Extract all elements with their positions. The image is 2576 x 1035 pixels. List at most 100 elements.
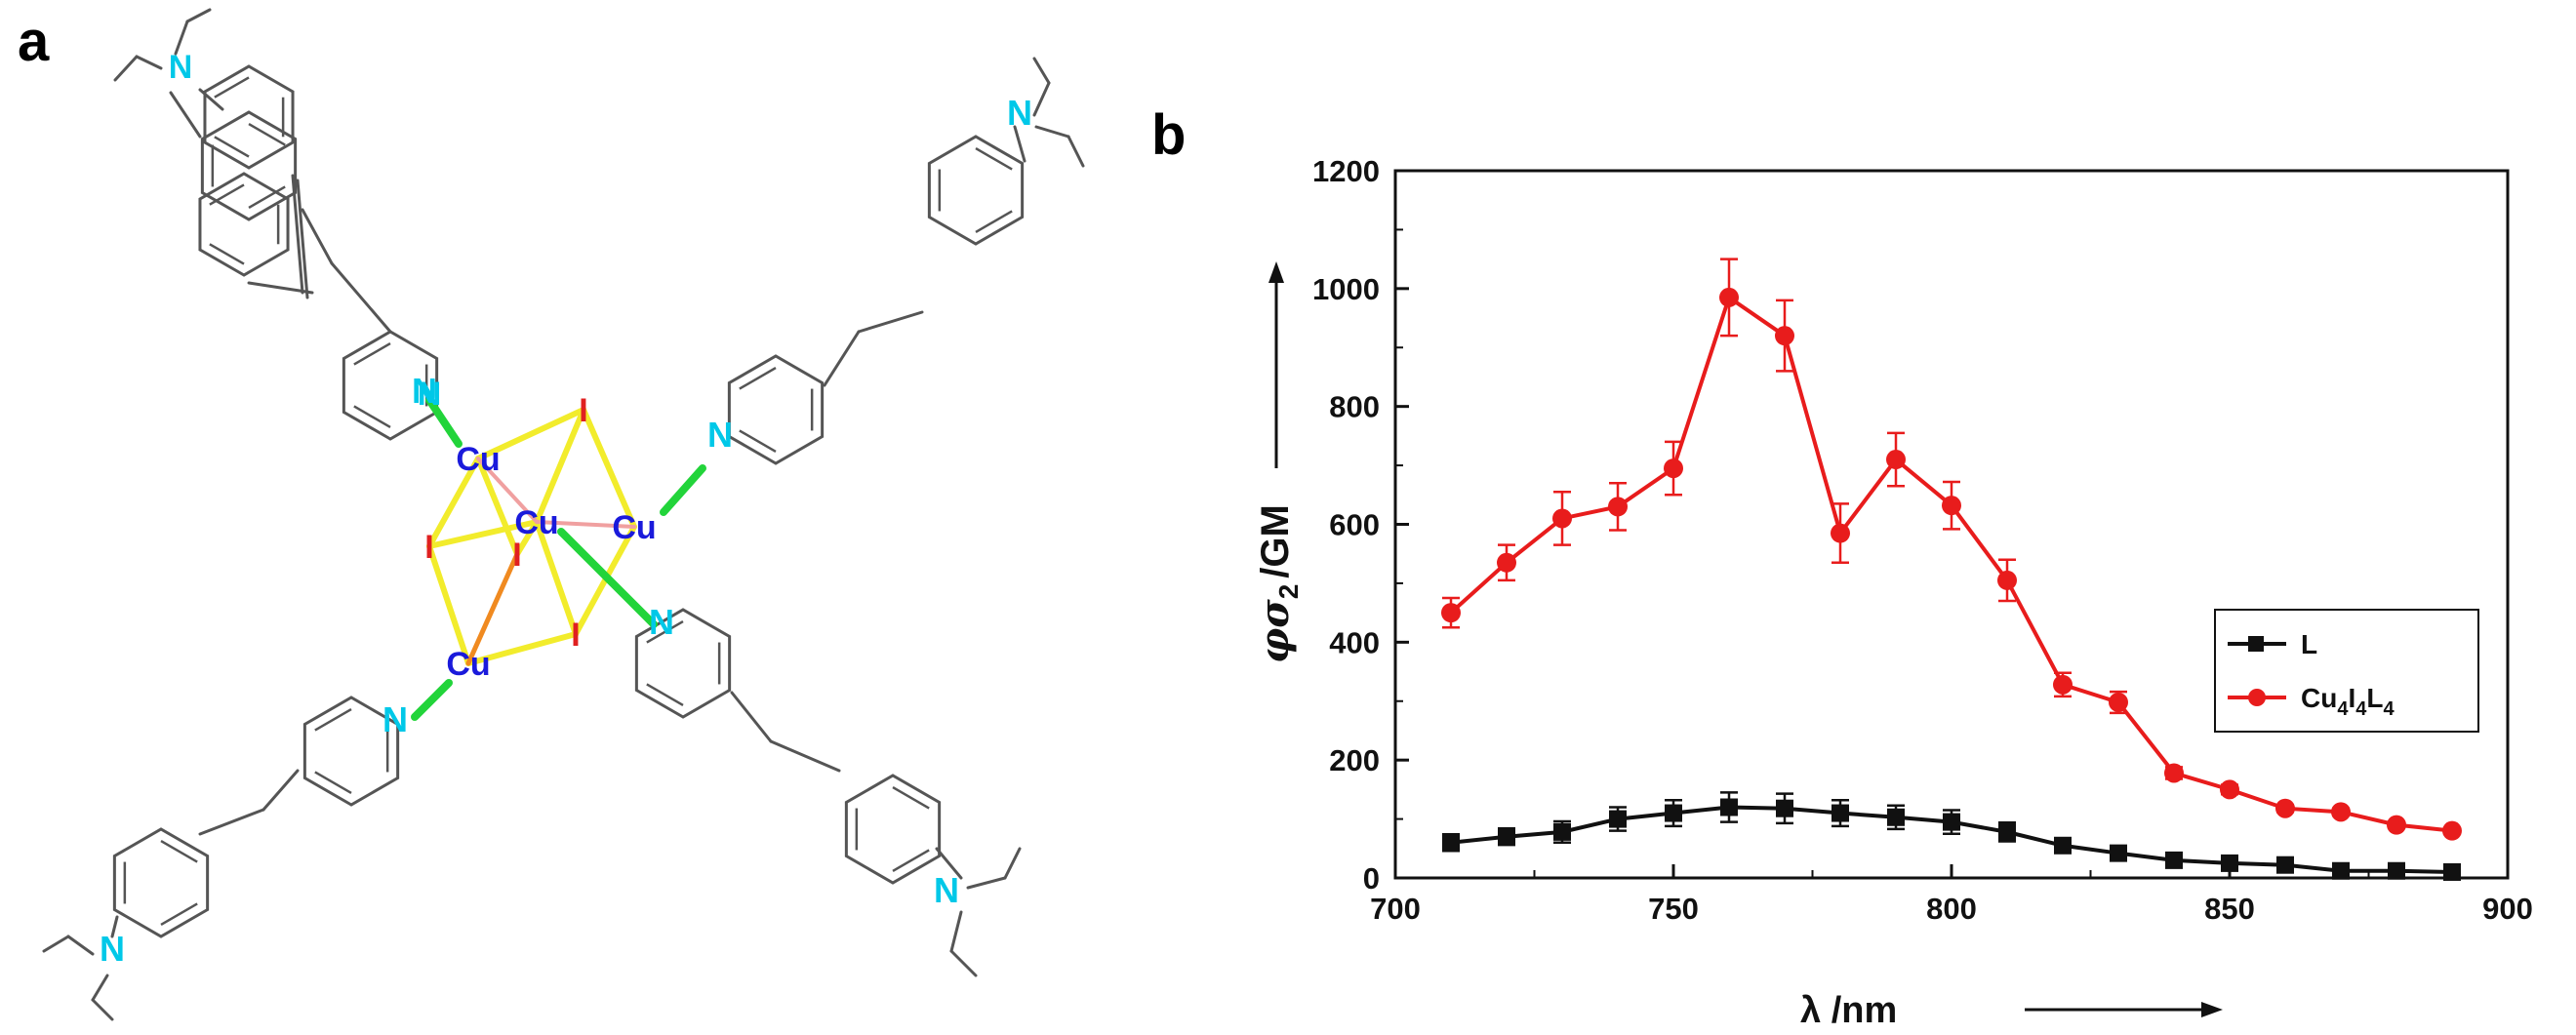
cu-i-bond bbox=[426, 543, 471, 666]
bond bbox=[113, 55, 139, 82]
legend-text-part: Cu bbox=[2301, 683, 2337, 713]
amine-nitrogen: N bbox=[934, 870, 959, 910]
aromatic-ring bbox=[198, 172, 290, 277]
data-point bbox=[1498, 827, 1515, 846]
cu-n-bond bbox=[411, 679, 453, 721]
data-point bbox=[2053, 674, 2073, 695]
bond bbox=[185, 8, 212, 23]
iodine-atom: I bbox=[512, 537, 521, 574]
organic-bonds bbox=[42, 8, 1085, 1021]
bond bbox=[91, 974, 109, 1002]
pyridine-nitrogen: N bbox=[412, 371, 437, 411]
cu-i-bond bbox=[475, 407, 586, 461]
copper-atom: Cu bbox=[446, 646, 490, 683]
data-point bbox=[1609, 810, 1627, 828]
series-l bbox=[1442, 791, 2461, 881]
y-axis-title: φσ2/GM bbox=[1252, 261, 1304, 663]
x-tick-label: 800 bbox=[1926, 892, 1977, 926]
cu-i-long-bond bbox=[465, 551, 520, 666]
cu-i-bond bbox=[465, 631, 579, 666]
legend-label: Cu4I4L4 bbox=[2301, 683, 2395, 720]
data-point bbox=[1719, 287, 1739, 307]
legend-box bbox=[2214, 609, 2479, 733]
panel-label-a: a bbox=[18, 10, 50, 73]
cu-n-bond bbox=[660, 464, 706, 516]
data-point bbox=[2387, 815, 2406, 835]
aromatic-ring bbox=[203, 64, 295, 170]
data-point bbox=[2164, 763, 2184, 783]
y-tick-label: 1000 bbox=[1312, 272, 1380, 306]
amine-nitrogen: N bbox=[1007, 93, 1032, 133]
data-point bbox=[1943, 813, 1960, 831]
y-tick-label: 400 bbox=[1329, 625, 1380, 659]
panel-label-b: b bbox=[1151, 103, 1186, 167]
bond bbox=[769, 739, 841, 773]
data-point bbox=[1776, 799, 1793, 817]
copper-atom: Cu bbox=[612, 509, 656, 546]
cu-n-bond bbox=[425, 396, 463, 448]
cu-i-bond bbox=[426, 519, 540, 549]
y-tick-label: 600 bbox=[1329, 508, 1380, 542]
cu-n-bond bbox=[557, 528, 658, 628]
legend-text-part: L bbox=[2366, 683, 2383, 713]
x-axis-arrowhead bbox=[2201, 1002, 2223, 1017]
aromatic-ring bbox=[112, 827, 210, 938]
bond bbox=[198, 808, 265, 836]
x-tick-label: 750 bbox=[1648, 892, 1699, 926]
bond bbox=[1032, 57, 1051, 85]
svg-text:φσ2/GM: φσ2/GM bbox=[1252, 504, 1304, 663]
y-axis-title-phi: φ bbox=[1252, 628, 1298, 663]
bond bbox=[296, 179, 309, 299]
series-cu4i4l4 bbox=[1441, 258, 2462, 841]
copper-atom: Cu bbox=[456, 441, 500, 478]
bond bbox=[169, 91, 202, 139]
pyridine-nitrogen: N bbox=[707, 415, 733, 455]
bond bbox=[110, 915, 119, 938]
data-point bbox=[1887, 808, 1905, 826]
x-axis-ticks: 700 750 800 850 900 bbox=[1370, 864, 2533, 926]
cu-cu-bond bbox=[535, 520, 636, 529]
legend-subscript: 4 bbox=[2383, 698, 2395, 720]
bond bbox=[135, 55, 163, 70]
cu-i-bond bbox=[514, 519, 540, 557]
copper-atom: Cu bbox=[514, 504, 558, 541]
aromatic-ring bbox=[200, 110, 298, 221]
bond bbox=[66, 935, 95, 956]
bond bbox=[1034, 125, 1070, 139]
bond bbox=[198, 88, 224, 111]
bond bbox=[966, 876, 1007, 890]
bond bbox=[949, 910, 963, 953]
data-point bbox=[2276, 856, 2294, 874]
data-point bbox=[2331, 802, 2351, 822]
pyridine-nitrogen: N bbox=[649, 602, 674, 642]
aromatic-ring bbox=[844, 774, 942, 885]
legend-subscript: 4 bbox=[2337, 698, 2349, 720]
data-point bbox=[1442, 833, 1460, 852]
bond bbox=[262, 769, 300, 812]
data-point bbox=[1775, 326, 1794, 346]
data-point bbox=[1831, 523, 1850, 543]
data-point bbox=[1665, 804, 1682, 822]
bond bbox=[949, 949, 978, 977]
bond bbox=[730, 691, 773, 743]
legend-swatch-marker bbox=[2248, 689, 2266, 706]
bond bbox=[301, 208, 334, 265]
data-point bbox=[1608, 497, 1628, 517]
iodine-atom: I bbox=[424, 529, 433, 566]
data-point bbox=[2110, 844, 2127, 862]
bond bbox=[42, 935, 70, 953]
cu-i-bond bbox=[475, 456, 520, 557]
pyridine-nitrogen: N bbox=[382, 699, 408, 739]
aromatic-ring bbox=[727, 354, 825, 465]
bond bbox=[857, 310, 924, 334]
amine-nitrogen: N bbox=[100, 929, 125, 969]
cluster-bonds bbox=[411, 396, 706, 721]
bond bbox=[1013, 125, 1026, 163]
data-point bbox=[2388, 861, 2405, 880]
bond bbox=[291, 174, 304, 295]
y-axis-title-sub: 2 bbox=[1273, 584, 1304, 600]
bond bbox=[823, 330, 861, 387]
data-point bbox=[1720, 798, 1738, 816]
